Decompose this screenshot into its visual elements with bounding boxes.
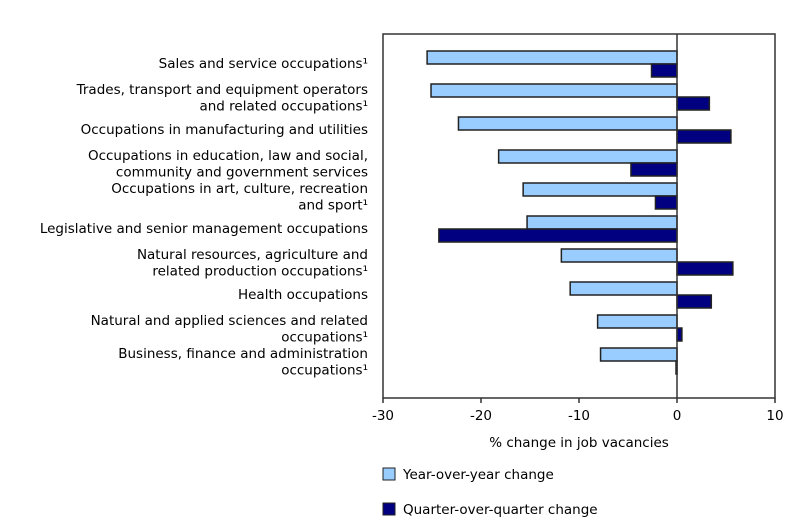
category-label-line: Health occupations xyxy=(238,287,368,303)
bar-yoy xyxy=(560,248,678,263)
category-label: Health occupations xyxy=(238,287,368,303)
category-label: Trades, transport and equipment operator… xyxy=(76,82,368,115)
x-tick-label: -30 xyxy=(372,408,394,424)
bar-qoq xyxy=(676,129,732,144)
bar-yoy xyxy=(430,83,678,98)
bar-yoy xyxy=(497,149,678,164)
category-label: Natural and applied sciences and related… xyxy=(91,313,368,346)
legend-label: Year-over-year change xyxy=(402,467,554,483)
x-tick-label: -20 xyxy=(470,408,492,424)
bar-qoq xyxy=(676,294,713,309)
bar-yoy xyxy=(599,347,678,362)
legend-label: Quarter-over-quarter change xyxy=(403,502,598,518)
bar-qoq xyxy=(630,162,678,177)
category-label: Occupations in education, law and social… xyxy=(88,148,368,181)
category-label-line: Natural resources, agriculture and xyxy=(137,247,368,263)
bar-yoy xyxy=(526,215,678,230)
category-label-line: Sales and service occupations¹ xyxy=(159,56,368,72)
bar-yoy xyxy=(569,281,678,296)
category-label: Occupations in manufacturing and utiliti… xyxy=(81,122,368,138)
x-axis-title: % change in job vacancies xyxy=(489,435,669,451)
bar-qoq xyxy=(438,228,678,243)
x-tick-label: -10 xyxy=(568,408,590,424)
bar-qoq xyxy=(676,96,711,111)
category-label: Legislative and senior management occupa… xyxy=(40,221,368,237)
bar-qoq xyxy=(650,63,678,78)
category-label-line: Legislative and senior management occupa… xyxy=(40,221,368,237)
category-label: Occupations in art, culture, recreation a… xyxy=(111,181,368,214)
bar-yoy xyxy=(457,116,678,131)
bar-qoq xyxy=(676,261,734,276)
x-tick-label: 0 xyxy=(673,408,682,424)
category-label-line: and related occupations¹ xyxy=(199,99,368,115)
bar-yoy xyxy=(426,50,678,65)
category-label-line: occupations¹ xyxy=(281,330,368,346)
category-label-line: and sport¹ xyxy=(298,198,368,214)
category-label-line: Trades, transport and equipment operator… xyxy=(76,82,368,98)
category-label: Business, finance and administration occu… xyxy=(118,346,368,379)
category-label-line: Occupations in manufacturing and utiliti… xyxy=(81,122,368,138)
category-label-line: related production occupations¹ xyxy=(152,264,368,280)
category-label-line: Occupations in education, law and social… xyxy=(88,148,368,164)
legend-swatch xyxy=(382,502,396,516)
category-label-line: community and government services xyxy=(116,165,368,181)
category-label-line: Natural and applied sciences and related xyxy=(91,313,368,329)
category-label-line: occupations¹ xyxy=(281,363,368,379)
bar-qoq xyxy=(654,195,678,210)
legend-swatch xyxy=(382,467,396,481)
category-label-line: Business, finance and administration xyxy=(118,346,368,362)
x-tick-label: 10 xyxy=(766,408,783,424)
category-label: Natural resources, agriculture and relate… xyxy=(137,247,368,280)
category-label: Sales and service occupations¹ xyxy=(159,56,368,72)
category-label-line: Occupations in art, culture, recreation xyxy=(111,181,368,197)
bar-yoy xyxy=(522,182,678,197)
bar-yoy xyxy=(596,314,678,329)
